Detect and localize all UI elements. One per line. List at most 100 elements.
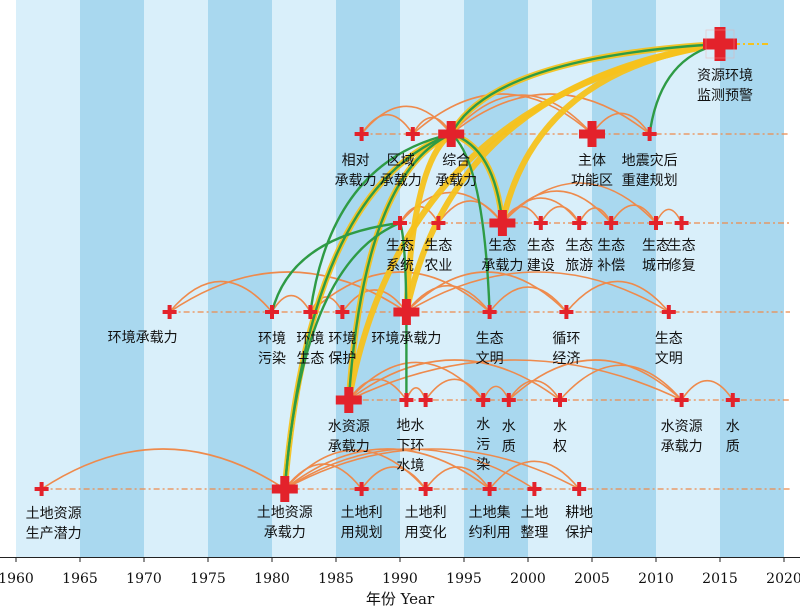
orange-link-tdlybh-tdjy (424, 466, 491, 490)
year-band-2005 (592, 0, 656, 557)
node-xdcz[interactable] (354, 127, 369, 141)
x-tick-label-2015: 2015 (702, 571, 738, 587)
node-qycz[interactable] (405, 127, 420, 141)
node-swr[interactable] (476, 393, 491, 407)
cross-v (344, 387, 354, 413)
label-stjs-line2: 建设 (527, 258, 555, 274)
node-stwm1[interactable] (482, 305, 497, 319)
orange-link-szl-sq (508, 380, 561, 401)
label-hjst-line1: 环境 (296, 331, 324, 347)
orange-link-szycz1-sq (348, 359, 561, 401)
label-xdcz-line2: 承载力 (335, 173, 377, 189)
label-dzzh-line1: 地震灾后 (622, 152, 678, 169)
label-gdbh-line1: 耕地 (565, 504, 593, 521)
node-hjbh[interactable] (335, 305, 350, 319)
label-dzzh-line2: 重建规划 (622, 173, 678, 189)
x-tick-label-1975: 1975 (190, 571, 226, 587)
node-szycz1[interactable] (335, 387, 362, 413)
label-tdzycz-line1: 土地资源 (257, 505, 313, 521)
orange-link-szycz1-szycz2 (348, 359, 682, 401)
node-tdlygh[interactable] (354, 482, 369, 496)
label-szycz1-line1: 水资源 (328, 419, 370, 435)
label-dxshj-line1: 地水 (396, 418, 424, 434)
x-tick-label-1985: 1985 (318, 571, 354, 587)
cross-v (714, 27, 726, 61)
node-stxt[interactable] (393, 216, 407, 230)
node-dxshj[interactable] (399, 393, 414, 407)
label-tdjy-line1: 土地集 (469, 504, 511, 521)
node-stbc[interactable] (604, 216, 619, 230)
node-sq[interactable] (553, 393, 567, 407)
node-zhcz[interactable] (438, 121, 465, 147)
year-band-2015 (720, 0, 784, 557)
label-swr-line1: 水 (476, 417, 490, 433)
cross-v (39, 482, 44, 496)
node-stly[interactable] (572, 216, 587, 230)
label-szycz2-line2: 承载力 (661, 439, 703, 455)
node-tdzy1[interactable] (34, 482, 49, 496)
node-tdlybh[interactable] (418, 482, 433, 496)
label-hjst-line2: 生态 (296, 351, 324, 367)
node-tdzycz[interactable] (271, 476, 298, 502)
label-stxt-line1: 生态 (386, 238, 414, 254)
node-szl[interactable] (501, 393, 516, 407)
node-szl2[interactable] (725, 393, 740, 407)
cross-v (506, 393, 511, 407)
orange-link-hjbh-hjcz2 (341, 289, 408, 313)
node-szycz2[interactable] (674, 393, 689, 407)
cross-v (497, 210, 507, 236)
cross-v (679, 216, 684, 230)
orange-links (41, 93, 734, 490)
node-tdzl[interactable] (527, 482, 542, 496)
node-gdbh[interactable] (572, 482, 587, 496)
node-hjcz2[interactable] (393, 299, 420, 325)
node-hjcz1[interactable] (162, 305, 177, 319)
node-stcz[interactable] (489, 210, 516, 236)
node-ztgn[interactable] (579, 121, 605, 147)
node-stny[interactable] (431, 216, 446, 230)
orange-link-tdzy1-tdzycz (41, 448, 286, 490)
cross-v (654, 216, 658, 230)
label-tdzl-line1: 土地 (520, 505, 548, 521)
orange-link-stly-stbc (578, 207, 612, 224)
orange-link-szycz1-dxshj (348, 378, 408, 401)
label-tdzl-line2: 整理 (520, 525, 548, 541)
label-xhjj-line1: 循环 (552, 331, 580, 347)
node-stwm2[interactable] (661, 305, 676, 319)
label-qycz-line1: 区域 (387, 153, 415, 169)
cross-v (280, 476, 290, 502)
year-band-1970 (144, 0, 208, 557)
cross-v (404, 393, 409, 407)
orange-link-stjs-stly (540, 205, 580, 224)
node-hjst[interactable] (303, 305, 318, 319)
node-stjs[interactable] (533, 216, 548, 230)
label-stcs-line2: 城市 (642, 257, 670, 274)
label-tdzy1-line1: 土地资源 (26, 506, 82, 522)
node-dzzh[interactable] (642, 127, 657, 141)
node-dxshj2[interactable] (418, 393, 433, 407)
node-hjwr[interactable] (265, 305, 279, 319)
green-link-zhcz-zyhjjc (450, 42, 721, 135)
node-tdjy[interactable] (482, 482, 497, 496)
label-szl-line1: 水 (502, 419, 516, 435)
orange-link-xhjj-stwm2 (565, 280, 670, 313)
node-stcs[interactable] (649, 216, 663, 230)
green-link-hjwr-stxt (270, 221, 401, 313)
green-link-hjst-zhcz (309, 132, 452, 313)
label-dxshj-line2: 下环 (396, 438, 424, 454)
orange-link-xdcz-qycz (360, 114, 414, 135)
orange-link-swr-szl (482, 385, 510, 401)
label-gdbh-line2: 保护 (565, 525, 593, 541)
label-stxf-line2: 修复 (668, 257, 696, 274)
label-sq-line2: 权 (553, 439, 567, 455)
node-stxf[interactable] (674, 216, 689, 230)
x-tick-label-1990: 1990 (382, 571, 418, 587)
orange-link-sq-szycz2 (559, 364, 683, 401)
node-zyhjjc[interactable] (703, 27, 737, 61)
node-xhjj[interactable] (559, 305, 574, 319)
orange-link-hjwr-hjst (271, 294, 312, 313)
label-stcs-line1: 生态 (642, 238, 670, 254)
label-szl-line2: 质 (502, 439, 516, 455)
cross-v (436, 216, 441, 230)
label-zyhjjc-line2: 监测预警 (697, 88, 753, 104)
